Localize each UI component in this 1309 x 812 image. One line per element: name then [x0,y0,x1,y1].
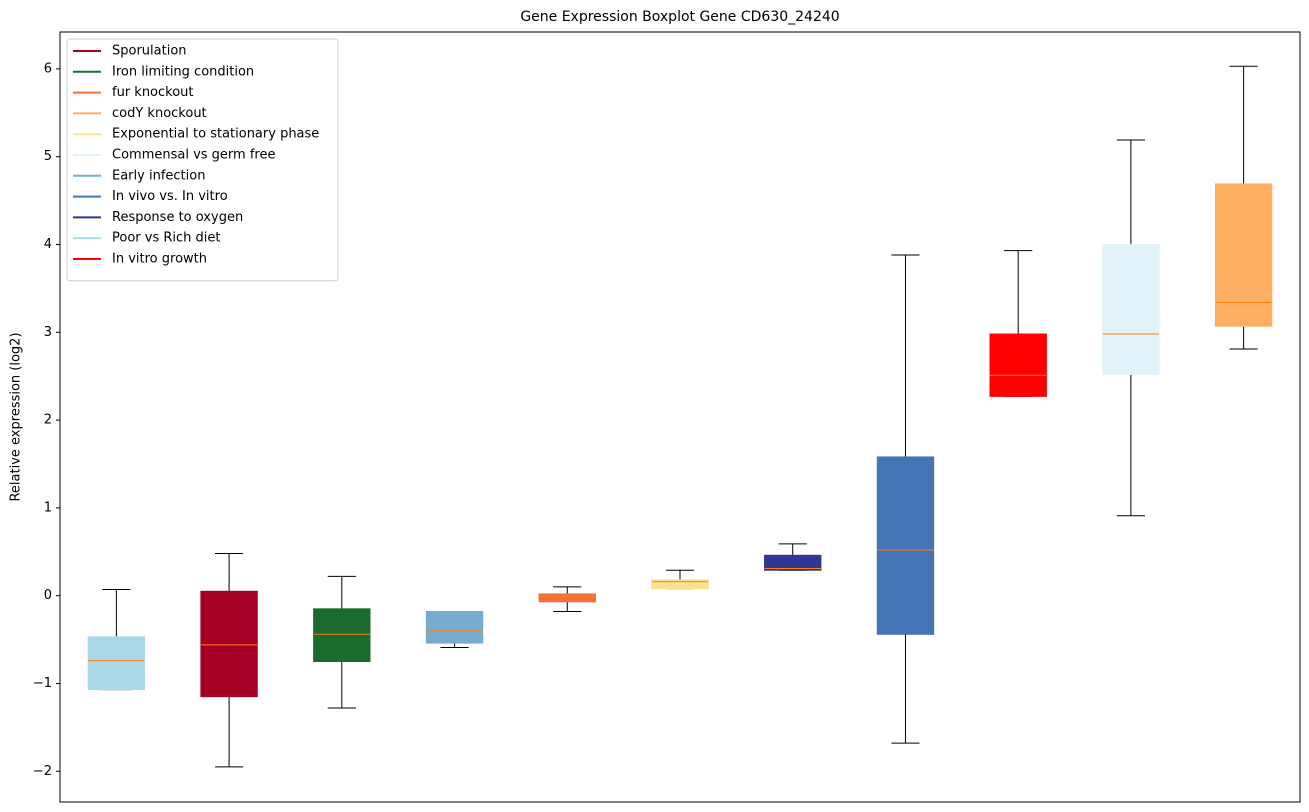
y-tick-label: −1 [33,676,52,691]
y-tick-label: 3 [44,325,52,340]
legend-label: Exponential to stationary phase [112,127,319,142]
y-tick-label: 6 [44,61,52,76]
chart-title: Gene Expression Boxplot Gene CD630_24240 [520,9,839,25]
y-tick-label: 5 [44,149,52,164]
legend-label: In vitro growth [112,252,207,267]
y-tick-label: −2 [33,764,52,779]
box [1214,183,1273,327]
box [764,554,822,571]
box [651,579,709,590]
legend-label: In vivo vs. In vitro [112,189,228,204]
legend-label: Early infection [112,168,205,183]
legend-label: Commensal vs germ free [112,148,275,163]
y-tick-label: 4 [44,237,52,252]
legend-label: Sporulation [112,44,187,59]
box [87,636,146,691]
y-axis-label: Relative expression (log2) [9,332,24,501]
legend-label: Poor vs Rich diet [112,231,220,246]
plot-frame [59,31,1301,803]
legend-label: Response to oxygen [112,210,243,225]
box [313,608,371,663]
legend-box [66,38,339,282]
legend-label: Iron limiting condition [112,64,254,79]
box [876,456,935,635]
y-tick-label: 2 [44,413,52,428]
box [425,610,484,644]
legend-label: fur knockout [112,85,194,100]
box [538,593,596,603]
box [989,333,1047,397]
box [1102,243,1160,375]
y-tick-label: 0 [44,588,52,603]
legend-label: codY knockout [112,106,207,121]
y-tick-label: 1 [44,500,52,515]
box [200,590,258,698]
